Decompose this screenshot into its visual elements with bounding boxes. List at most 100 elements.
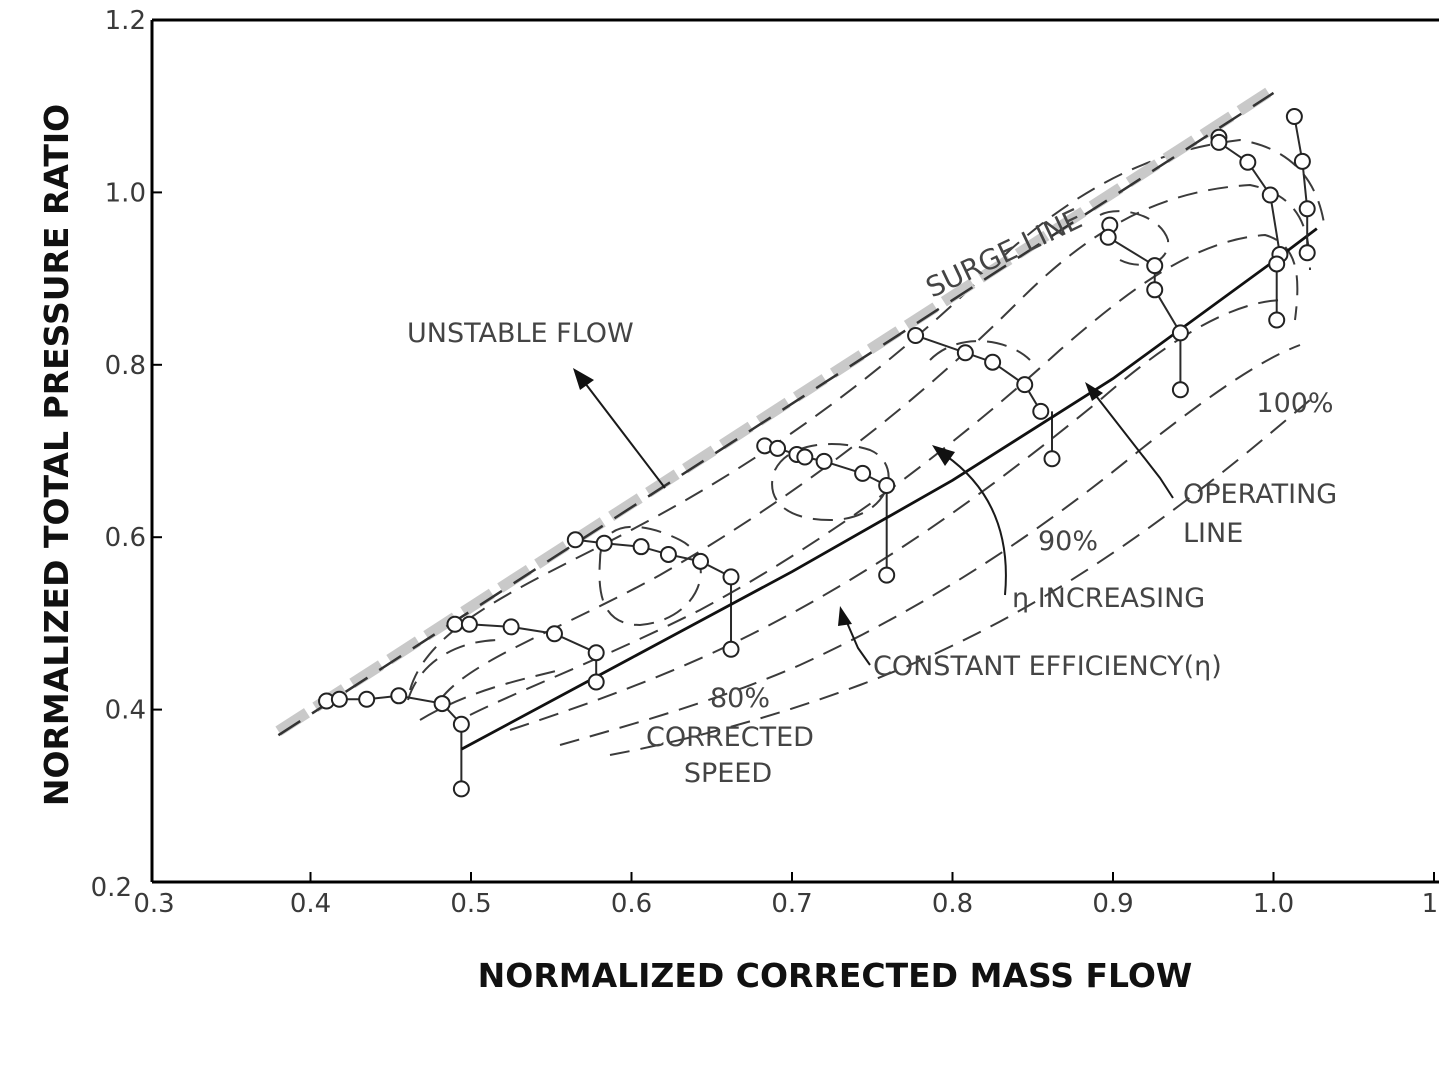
efficiency-contour-6 xyxy=(609,399,1311,756)
speed-line-point xyxy=(1268,255,1286,273)
speed-line-point xyxy=(956,344,974,362)
annotations xyxy=(573,368,1174,666)
efficiency-contour-low-1 xyxy=(407,639,501,701)
eta-increasing-label: η INCREASING xyxy=(1012,583,1205,614)
axes-frame xyxy=(150,18,1439,884)
efficiency-island-90 xyxy=(929,340,1031,361)
speed-line-point xyxy=(854,464,872,482)
speed-line-point xyxy=(1146,257,1164,275)
surge-line-band xyxy=(275,84,1277,736)
speed-line-point xyxy=(1099,228,1117,246)
speed-line-point xyxy=(659,545,677,563)
unstable-flow-arrow-line xyxy=(584,382,666,489)
efficiency-island-95 xyxy=(1099,210,1170,266)
speed-line-point xyxy=(1146,281,1164,299)
efficiency-contour-1 xyxy=(409,138,1326,691)
constant-efficiency-arrowhead xyxy=(838,606,852,626)
speed-line-point xyxy=(587,644,605,662)
speed-line-point xyxy=(452,715,470,733)
efficiency-contour-low-2 xyxy=(419,669,561,721)
x-tick-label: 0.5 xyxy=(450,889,491,919)
unstable-flow-label: UNSTABLE FLOW xyxy=(407,318,634,349)
x-tick-label: 0.3 xyxy=(133,889,174,919)
speed-line-point xyxy=(545,625,563,643)
speed-line-point xyxy=(358,690,376,708)
speed-line-point xyxy=(1285,108,1303,126)
x-tick-label: 0.6 xyxy=(611,889,652,919)
operating-line-leader xyxy=(1092,391,1174,499)
y-axis-ticks: 0.2 0.4 0.6 0.8 1.0 1.2 xyxy=(91,6,162,903)
speed-line-path xyxy=(915,334,1042,412)
corrected-label: CORRECTED xyxy=(646,722,814,753)
speed-line-point xyxy=(769,439,787,457)
constant-efficiency-leader xyxy=(844,617,871,666)
speed-line-point xyxy=(1298,200,1316,218)
speed-line-point xyxy=(1210,133,1228,151)
speed-line-point xyxy=(632,538,650,556)
speed-line-point xyxy=(566,531,584,549)
speed-line-point xyxy=(878,476,896,494)
operating-point xyxy=(1043,450,1061,468)
operating-point xyxy=(452,780,470,798)
speed-line-point xyxy=(692,552,710,570)
x-tick-label: 1. xyxy=(1422,889,1439,919)
speed-label: SPEED xyxy=(684,758,772,789)
constant-efficiency-label: CONSTANT EFFICIENCY(η) xyxy=(873,651,1222,682)
eta-increasing-arc xyxy=(944,454,1007,596)
speed-line-path xyxy=(1107,225,1182,334)
speed-line-point xyxy=(460,615,478,633)
x-axis-ticks: 0.3 0.4 0.5 0.6 0.7 0.8 0.9 1.0 1. xyxy=(133,872,1439,919)
speed-line-path xyxy=(1293,116,1309,253)
operating-line-arrowhead xyxy=(1085,382,1103,401)
speed-line-point xyxy=(984,353,1002,371)
speed-line-point xyxy=(446,615,464,633)
operating-point xyxy=(1268,311,1286,329)
y-tick-label: 0.6 xyxy=(105,523,146,553)
y-tick-label: 0.4 xyxy=(105,696,146,726)
operating-point xyxy=(722,640,740,658)
operating-line-label-2: LINE xyxy=(1183,518,1243,549)
speed-line-point xyxy=(1016,376,1034,394)
y-axis-title: NORMALIZED TOTAL PRESSURE RATIO xyxy=(37,104,76,806)
surge-line-label: SURGE LINE xyxy=(921,202,1087,304)
speed-line-point xyxy=(1261,186,1279,204)
efficiency-contour-3 xyxy=(469,233,1299,716)
operating-line-label-1: OPERATING xyxy=(1183,479,1337,510)
speed-line-point xyxy=(1171,324,1189,342)
speed-line-point xyxy=(595,534,613,552)
speed-lines xyxy=(318,108,1316,798)
y-tick-label: 0.8 xyxy=(105,351,146,381)
unstable-flow-arrowhead xyxy=(573,368,594,390)
operating-point xyxy=(878,566,896,584)
eta-increasing-arrowhead xyxy=(932,445,955,466)
efficiency-island-80 xyxy=(598,525,702,627)
speed-line-point xyxy=(433,695,451,713)
y-tick-label: 1.0 xyxy=(105,178,146,208)
speed-line-point xyxy=(1298,244,1316,262)
speed-line-point xyxy=(502,618,520,636)
speed-90-label: 90% xyxy=(1038,526,1098,557)
x-axis-title: NORMALIZED CORRECTED MASS FLOW xyxy=(478,956,1193,995)
operating-point xyxy=(587,673,605,691)
x-tick-label: 0.7 xyxy=(771,889,812,919)
x-tick-label: 0.8 xyxy=(932,889,973,919)
speed-line-point xyxy=(796,448,814,466)
efficiency-contour-5 xyxy=(559,344,1301,746)
speed-line-point xyxy=(1293,152,1311,170)
speed-line-point xyxy=(1239,153,1257,171)
speed-line-point xyxy=(907,326,925,344)
speed-line-point xyxy=(722,568,740,586)
surge-line xyxy=(275,84,1277,737)
x-tick-label: 1.0 xyxy=(1253,889,1294,919)
speed-80-label: 80% xyxy=(710,683,770,714)
speed-100-label: 100% xyxy=(1256,388,1333,419)
operating-point xyxy=(1171,381,1189,399)
speed-line-point xyxy=(390,687,408,705)
speed-line-point xyxy=(330,690,348,708)
speed-line-point xyxy=(1032,402,1050,420)
x-tick-label: 0.4 xyxy=(290,889,331,919)
y-tick-label: 1.2 xyxy=(105,6,146,36)
y-tick-label: 0.2 xyxy=(91,873,132,903)
speed-line-point xyxy=(815,452,833,470)
